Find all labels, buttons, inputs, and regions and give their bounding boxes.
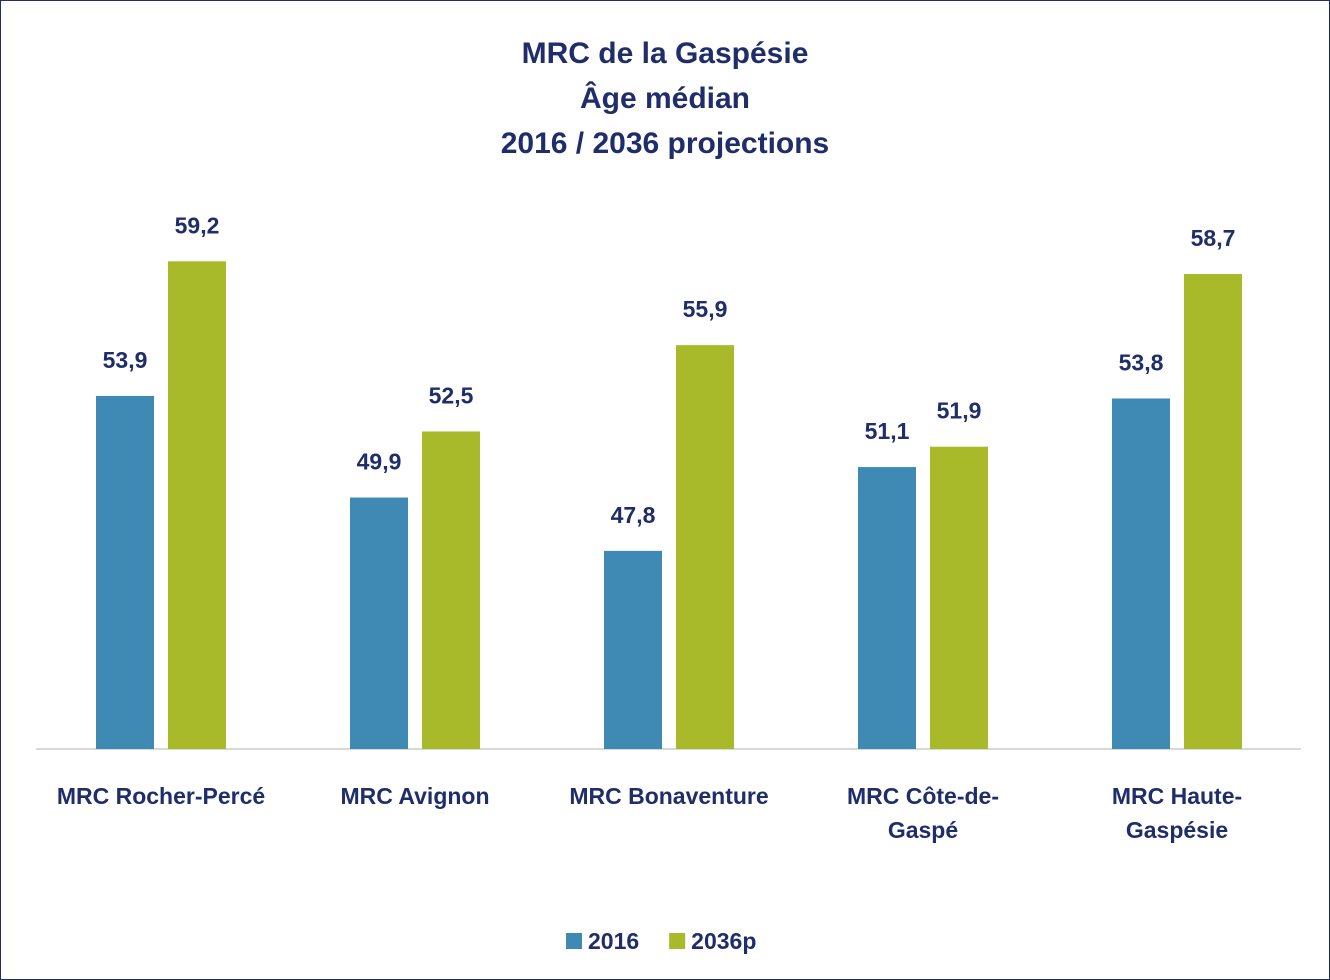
bar: [858, 467, 916, 749]
x-tick-label: MRC Côte-de- Gaspé: [846, 783, 1000, 843]
bar: [676, 345, 734, 749]
legend-label: 2036p: [691, 928, 756, 954]
x-tick-label: MRC Rocher-Percé: [56, 783, 266, 809]
x-tick-label: MRC Bonaventure: [569, 783, 769, 809]
data-label: 59,2: [175, 212, 220, 238]
bar: [1112, 398, 1170, 749]
bar: [168, 261, 226, 749]
data-label: 51,9: [937, 398, 982, 424]
chart-title: MRC de la Gaspésie Âge médian 2016 / 203…: [500, 37, 830, 160]
data-label: 55,9: [683, 296, 728, 322]
bar: [350, 497, 408, 749]
data-label: 52,5: [429, 383, 474, 409]
legend-swatch: [566, 933, 582, 949]
legend-label: 2016: [588, 928, 639, 954]
bar: [422, 431, 480, 749]
data-label: 51,1: [865, 418, 910, 444]
data-label: 53,9: [103, 347, 148, 373]
legend-swatch: [669, 933, 686, 949]
bar: [930, 446, 988, 749]
data-label: 58,7: [1191, 225, 1236, 251]
bar: [96, 395, 154, 749]
x-tick-label: MRC Avignon: [340, 783, 490, 809]
data-label: 47,8: [611, 502, 656, 528]
bar: [1184, 274, 1242, 749]
data-label: 49,9: [357, 449, 402, 475]
bar: [604, 550, 662, 749]
x-tick-label: MRC Haute- Gaspésie: [1111, 783, 1243, 843]
data-label: 53,8: [1119, 349, 1164, 375]
